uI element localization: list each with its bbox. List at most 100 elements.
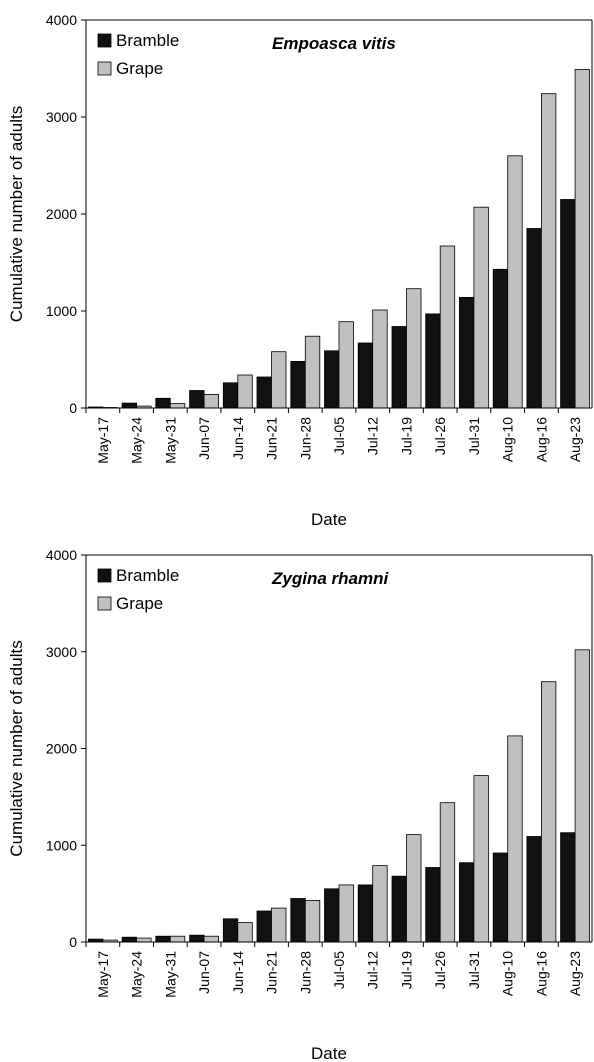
bar-bramble-jun-07 [189,390,205,409]
bar-grape-jul-12 [372,309,388,409]
bar-bramble-may-31 [155,397,171,409]
bar-grape-jun-21 [271,907,287,943]
bar-bramble-aug-10 [492,268,509,409]
legend-swatch-grape [97,61,112,76]
x-tick-label: Jun-14 [230,951,246,994]
bar-grape-jun-14 [237,922,253,943]
x-tick-label: Aug-16 [533,951,549,996]
x-tick-label: Jun-07 [196,417,212,460]
x-tick-label: Jul-26 [432,417,448,455]
bar-bramble-jun-28 [290,898,306,943]
legend-swatch-grape [97,596,112,611]
bar-grape-jun-21 [271,351,287,409]
x-tick-label: May-17 [95,951,111,998]
bar-bramble-jul-12 [357,342,374,409]
bar-grape-jun-07 [203,393,220,409]
x-tick-label: Aug-23 [567,417,583,462]
bar-bramble-aug-16 [526,836,542,943]
bar-bramble-may-24 [121,936,137,943]
bar-grape-aug-23 [574,69,590,409]
x-tick-label: Jul-19 [398,951,414,989]
bar-bramble-jul-31 [458,862,475,943]
bar-bramble-jun-21 [256,376,272,409]
x-tick-label: Jul-05 [331,417,347,455]
bar-bramble-jul-31 [458,296,475,409]
y-tick-label: 0 [69,400,77,416]
x-tick-label: May-24 [129,417,145,464]
bar-grape-jun-28 [304,900,321,943]
x-tick-label: Aug-10 [500,951,516,996]
legend-label-grape: Grape [116,594,163,613]
legend-swatch-bramble [97,33,112,48]
x-tick-label: May-24 [129,951,145,998]
bar-bramble-jun-14 [222,382,239,409]
top-panel: 0 1000 2000 3000 4000 May-17 May-24 May-31 Jun-0… [7,12,593,529]
x-tick-label: Jun-14 [230,417,246,460]
chart-title: Empoasca vitis [272,34,396,53]
bar-grape-jul-12 [372,865,388,943]
bar-bramble-jun-21 [256,910,272,943]
bar-grape-jul-05 [338,884,354,943]
bar-bramble-jul-26 [425,313,441,409]
y-tick-label: 2000 [46,206,77,222]
legend-swatch-bramble [97,568,112,583]
bar-bramble-jul-26 [425,867,441,943]
x-tick-label: Aug-16 [533,417,549,462]
y-axis-title: Cumulative number of adults [7,640,26,856]
bar-bramble-aug-10 [492,852,509,943]
x-tick-label: Aug-10 [500,417,516,462]
y-tick-label: 0 [69,934,77,950]
y-tick-label: 4000 [46,547,77,563]
bar-bramble-jun-07 [189,934,205,943]
bar-bramble-aug-23 [560,199,576,409]
x-tick-label: Jul-31 [466,951,482,989]
bar-grape-may-31 [169,935,186,943]
x-tick-label: Jul-26 [432,951,448,989]
x-tick-label: May-17 [95,417,111,464]
legend-label-grape: Grape [116,59,163,78]
bar-grape-aug-16 [541,93,557,409]
x-tick-label: May-31 [162,417,178,464]
bar-grape-jul-31 [473,775,489,943]
bar-bramble-jul-12 [357,884,374,943]
y-tick-label: 1000 [46,303,77,319]
bar-grape-jul-19 [406,834,422,943]
x-tick-label: Jul-19 [398,417,414,455]
legend-label-bramble: Bramble [116,31,179,50]
bar-bramble-aug-16 [526,228,542,409]
bar-bramble-jul-19 [391,875,407,943]
bar-grape-jul-26 [439,245,456,409]
bar-grape-jul-05 [338,321,354,409]
y-tick-label: 4000 [46,12,77,28]
bar-bramble-jun-28 [290,360,306,409]
bar-grape-jun-28 [304,335,321,409]
bar-grape-jul-19 [406,288,422,409]
x-tick-label: Jun-21 [264,417,280,460]
y-tick-label: 3000 [46,109,77,125]
y-tick-label: 2000 [46,741,77,757]
bar-grape-aug-10 [507,155,523,409]
y-tick-label: 1000 [46,837,77,853]
x-tick-label: Jun-28 [297,951,313,994]
x-axis-title: Date [311,510,347,529]
bar-bramble-jul-05 [324,350,340,409]
x-tick-label: Jun-07 [196,951,212,994]
y-tick-label: 3000 [46,644,77,660]
bar-bramble-may-31 [155,935,171,943]
x-tick-label: Jul-12 [365,951,381,989]
bar-grape-aug-10 [507,735,523,943]
bar-bramble-may-24 [121,402,137,409]
x-axis-title: Date [311,1044,347,1062]
bar-grape-jun-07 [203,935,220,943]
y-axis-title: Cumulative number of adults [7,106,26,322]
bar-bramble-jun-14 [222,918,239,943]
bottom-panel: 0 1000 2000 3000 4000 May-17 May-24 May-31 Jun-0… [7,547,593,1062]
bar-bramble-jul-05 [324,888,340,943]
chart-title: Zygina rhamni [271,569,389,588]
x-tick-label: Jul-12 [365,417,381,455]
bar-grape-aug-23 [574,649,590,943]
bar-bramble-jul-19 [391,326,407,409]
bar-grape-jul-26 [439,802,456,943]
bar-bramble-aug-23 [560,832,576,943]
